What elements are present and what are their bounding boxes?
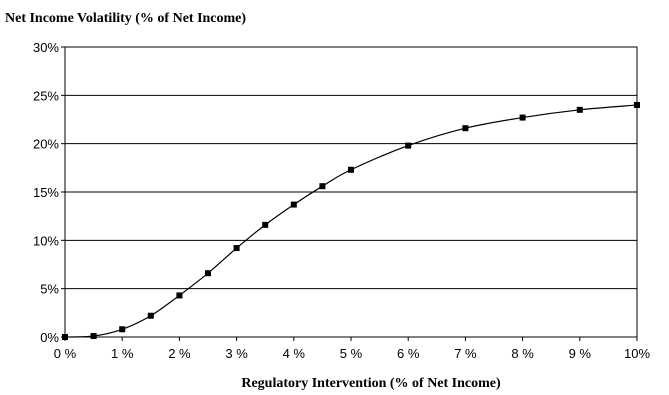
y-tick-label: 15% (33, 185, 59, 200)
y-axis-ticks: 0% 5% 10% 15% 20% 25% 30% (33, 40, 65, 345)
series-markers (62, 102, 640, 340)
chart-title: Net Income Volatility (% of Net Income) (5, 11, 246, 26)
y-tick-label: 0% (40, 330, 59, 345)
y-tick-label: 30% (33, 40, 59, 55)
x-tick-label: 6 % (397, 346, 420, 361)
data-point (634, 102, 640, 108)
x-axis-ticks: 0 % 1 % 2 % 3 % 4 % 5 % 6 % 7 % 8 % 9 % 10% (54, 337, 650, 361)
grid-lines (65, 46, 637, 338)
data-point (405, 142, 412, 149)
data-point (576, 106, 583, 113)
y-tick-label: 10% (33, 233, 59, 248)
series-line (64, 104, 638, 338)
x-tick-label: 2 % (168, 346, 191, 361)
data-point (519, 114, 526, 121)
data-point (262, 221, 269, 228)
x-tick-label: 3 % (225, 346, 248, 361)
x-tick-label: 4 % (283, 346, 306, 361)
y-tick-label: 25% (33, 88, 59, 103)
x-tick-label: 0 % (54, 346, 77, 361)
x-tick-label: 5 % (340, 346, 363, 361)
data-point (290, 201, 297, 208)
x-tick-label: 8 % (511, 346, 534, 361)
data-point (90, 333, 97, 340)
data-point (462, 125, 469, 132)
y-tick-label: 20% (33, 137, 59, 152)
x-tick-label: 7 % (454, 346, 477, 361)
data-point (62, 334, 68, 340)
data-point (205, 270, 211, 277)
data-point (176, 292, 183, 299)
data-point (119, 326, 126, 333)
x-tick-label: 9 % (569, 346, 592, 361)
x-tick-label: 1 % (111, 346, 134, 361)
y-tick-label: 5% (40, 282, 59, 297)
x-axis-label: Regulatory Intervention (% of Net Income… (241, 376, 501, 391)
data-point (348, 166, 354, 173)
data-point (147, 312, 154, 319)
data-point (319, 183, 326, 190)
data-point (233, 245, 240, 252)
x-tick-label: 10% (624, 346, 650, 361)
